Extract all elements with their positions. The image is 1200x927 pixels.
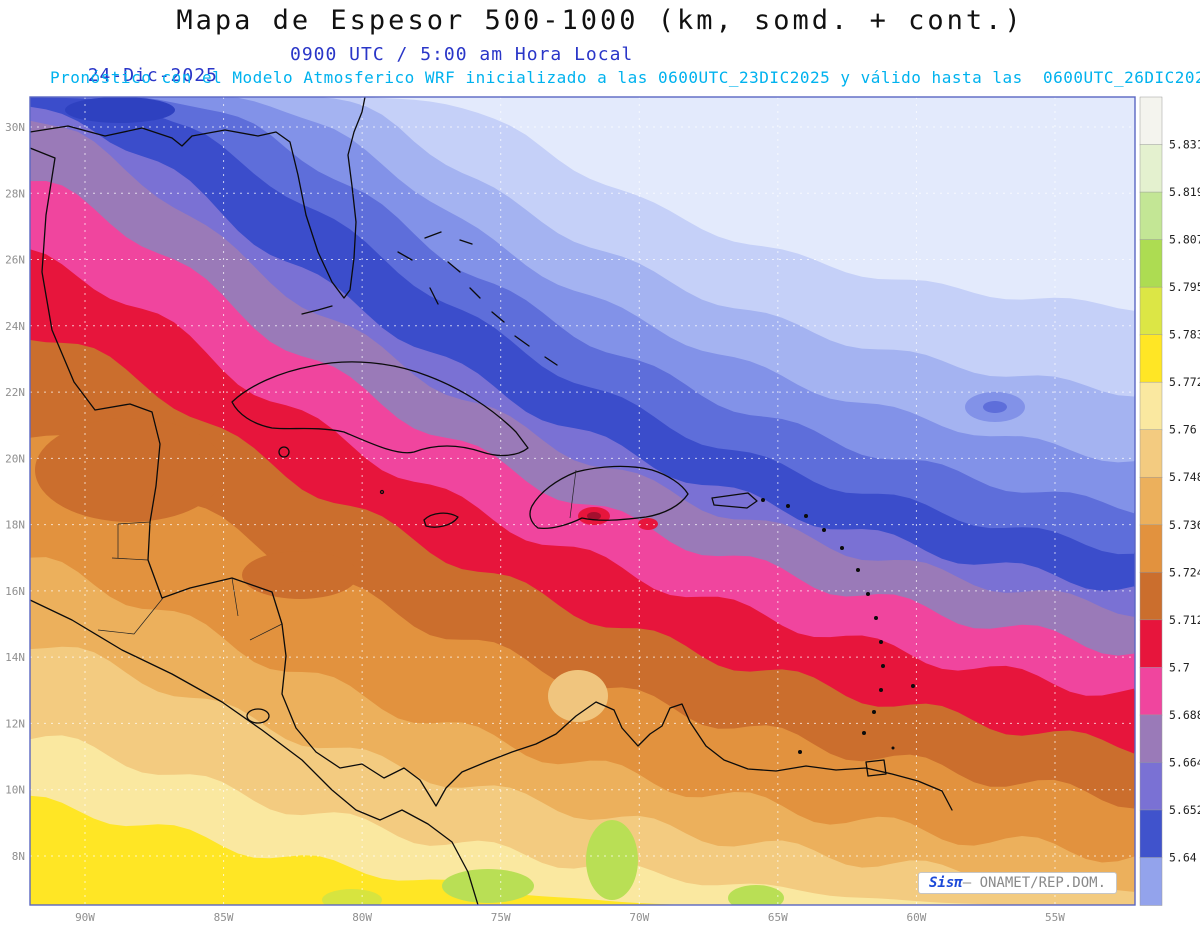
lon-tick-label: 55W <box>1045 911 1065 924</box>
field-blob-4 <box>242 551 358 599</box>
coastline-trinidad <box>865 759 887 777</box>
lat-tick-label: 24N <box>5 320 25 333</box>
legend-value: 5.724 <box>1169 565 1200 579</box>
field-blob-0 <box>65 97 175 123</box>
valid-time: 0900 UTC / 5:00 am Hora Local <box>290 44 634 65</box>
credit-text: – ONAMET/REP.DOM. <box>962 875 1107 891</box>
legend-colorbar: 5.831 5.819 5.807 5.795 5.783 5.772 5.76 5.748 5… <box>1139 96 1200 906</box>
legend-value: 5.783 <box>1169 328 1200 342</box>
lon-tick-label: 80W <box>352 911 372 924</box>
legend-swatch <box>1139 239 1163 288</box>
field-blob-2 <box>983 401 1007 413</box>
page-title: Mapa de Espesor 500-1000 (km, somd. + co… <box>176 5 1024 36</box>
lat-tick-label: 16N <box>5 585 25 598</box>
coastline-hispaniola <box>529 465 689 530</box>
legend-value: 5.64 <box>1169 850 1197 864</box>
lon-tick-label: 70W <box>629 911 649 924</box>
legend-value: 5.772 <box>1169 375 1200 389</box>
legend-swatch <box>1139 714 1163 764</box>
lon-tick-label: 85W <box>214 911 234 924</box>
field-blob-12 <box>322 889 382 905</box>
field-detail-layer <box>35 97 1025 905</box>
lat-tick-label: 12N <box>5 717 25 730</box>
field-blob-3 <box>35 418 225 522</box>
coastline-cuba <box>231 361 529 457</box>
coastline-florida-keys <box>301 305 333 315</box>
legend-value: 5.819 <box>1169 185 1200 199</box>
coastline-cayman <box>379 489 385 495</box>
legend-value: 5.736 <box>1169 518 1200 532</box>
country-borders <box>97 521 283 641</box>
legend-value: 5.7 <box>1169 660 1190 674</box>
coastline-lesser-antilles <box>761 498 915 754</box>
lon-tick-label: 90W <box>75 911 95 924</box>
legend-swatch <box>1139 286 1163 336</box>
legend-swatch <box>1139 381 1163 431</box>
legend-value: 5.664 <box>1169 755 1200 769</box>
coastline-us-gulf-florida <box>30 97 366 299</box>
legend-value: 5.748 <box>1169 470 1200 484</box>
legend-swatch <box>1139 619 1163 669</box>
legend-swatch <box>1139 762 1163 811</box>
credit-brand: Sisπ <box>929 875 963 891</box>
lat-tick-label: 26N <box>5 254 25 267</box>
field-blob-11 <box>728 885 784 905</box>
legend-swatch <box>1139 572 1163 621</box>
map-frame <box>29 96 1136 906</box>
legend-swatch <box>1139 334 1163 383</box>
lat-tick-label: 28N <box>5 187 25 200</box>
legend-value: 5.712 <box>1169 613 1200 627</box>
legend-swatch <box>1139 857 1163 906</box>
field-blob-10 <box>586 820 638 900</box>
run-date: 24-Dic-2025 <box>87 65 218 86</box>
field-blob-7 <box>638 518 658 530</box>
datetime-line: 24-Dic-2025 0900 UTC / 5:00 am Hora Loca… <box>64 44 633 107</box>
lon-tick-label: 60W <box>906 911 926 924</box>
field-blob-6 <box>587 512 601 520</box>
coastline-jamaica <box>423 512 459 528</box>
latlon-grid-layer <box>30 97 1135 905</box>
legend-swatch <box>1139 476 1163 526</box>
lat-tick-label: 22N <box>5 386 25 399</box>
coastline-bahamas <box>397 231 558 366</box>
legend-swatch <box>1139 96 1163 146</box>
credit-badge: Sisπ– ONAMET/REP.DOM. <box>918 872 1118 894</box>
thickness-band-15 <box>30 795 1135 905</box>
lon-tick-label: 75W <box>491 911 511 924</box>
border-haiti-dr <box>569 469 577 519</box>
field-blob-9 <box>442 869 534 903</box>
legend-value: 5.807 <box>1169 233 1200 247</box>
forecast-description: Pronóstico con el Modelo Atmosferico WRF… <box>50 68 1200 87</box>
coastline-pacific-centralamerica <box>30 599 479 905</box>
coastlines-layer <box>30 97 953 905</box>
legend-swatch <box>1139 524 1163 574</box>
coastline-isle-of-youth <box>278 446 290 458</box>
coastline-puerto-rico <box>711 492 758 509</box>
lake-nicaragua <box>246 708 270 724</box>
legend-swatch <box>1139 667 1163 716</box>
axis-tick-labels: 30N 28N 26N 24N 22N 20N 18N 16N 14N 12N 10N 8N 90W 85… <box>5 121 1065 924</box>
field-blob-8 <box>548 670 608 722</box>
lat-tick-label: 18N <box>5 519 25 532</box>
legend-swatch <box>1139 809 1163 859</box>
legend-value: 5.688 <box>1169 708 1200 722</box>
lon-tick-label: 65W <box>768 911 788 924</box>
legend-value: 5.76 <box>1169 423 1197 437</box>
legend-swatch <box>1139 191 1163 241</box>
thickness-bands-layer <box>30 97 1135 905</box>
lat-tick-label: 10N <box>5 784 25 797</box>
legend-swatch <box>1139 144 1163 193</box>
legend-swatch <box>1139 429 1163 478</box>
legend-value: 5.831 <box>1169 138 1200 152</box>
legend-value: 5.652 <box>1169 803 1200 817</box>
lat-tick-label: 20N <box>5 452 25 465</box>
lat-tick-label: 8N <box>12 850 25 863</box>
lat-tick-label: 30N <box>5 121 25 134</box>
legend-value: 5.795 <box>1169 280 1200 294</box>
coastline-mexico-centralamerica-caribbean <box>30 147 953 811</box>
lat-tick-label: 14N <box>5 651 25 664</box>
